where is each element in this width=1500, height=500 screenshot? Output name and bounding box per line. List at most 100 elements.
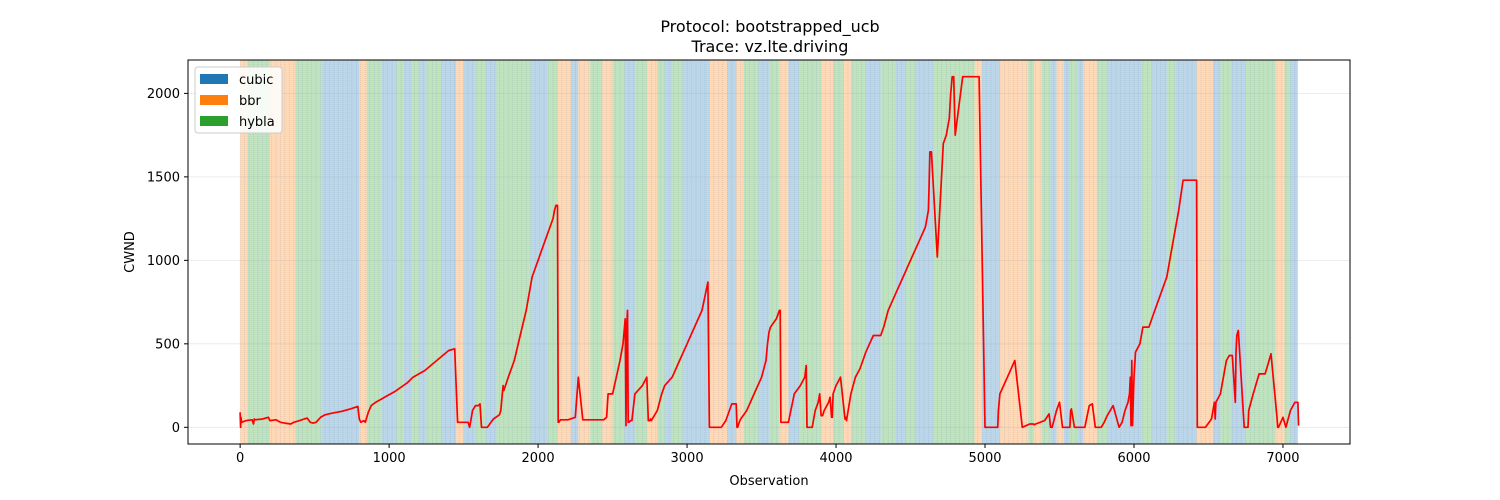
region-bbr [578, 60, 591, 444]
grid-lines [188, 92, 1350, 428]
x-tick-label: 2000 [522, 451, 555, 466]
region-bbr [709, 60, 728, 444]
y-tick-label: 0 [172, 421, 180, 436]
region-bbr [974, 60, 983, 444]
region-hybla [634, 60, 647, 444]
region-hybla [1220, 60, 1231, 444]
region-hybla [366, 60, 382, 444]
region-cubic [914, 60, 933, 444]
y-tick-label: 1500 [147, 170, 180, 185]
region-hybla [798, 60, 822, 444]
region-hybla [743, 60, 759, 444]
region-hybla [657, 60, 665, 444]
cwnd-series-line-0 [239, 75, 1300, 429]
region-hybla [612, 60, 625, 444]
plot-area-frame [187, 59, 1351, 445]
region-cubic [895, 60, 907, 444]
protocol-regions [239, 60, 1298, 444]
legend-label-hybla: hybla [239, 115, 275, 130]
region-bbr [1083, 60, 1097, 444]
x-tick-label: 4000 [819, 451, 852, 466]
region-hybla [411, 60, 419, 444]
region-bbr [557, 60, 571, 444]
legend-swatch-hybla [200, 116, 228, 126]
region-cubic [1107, 60, 1142, 444]
legend-swatch-bbr [200, 95, 228, 105]
region-cubic [381, 60, 397, 444]
region-cubic [1050, 60, 1057, 444]
region-hybla [1141, 60, 1152, 444]
region-hybla [833, 60, 844, 444]
region-bbr [1034, 60, 1042, 444]
region-cubic [1063, 60, 1070, 444]
y-tick-label: 500 [155, 337, 180, 352]
region-bbr [736, 60, 744, 444]
region-hybla [1245, 60, 1276, 444]
region-cubic [1077, 60, 1084, 444]
region-hybla [672, 60, 683, 444]
region-cubic [530, 60, 548, 444]
y-axis-label: CWND [123, 231, 138, 273]
chart-title: Protocol: bootstrapped_ucb [660, 17, 879, 37]
region-hybla [1028, 60, 1035, 444]
region-cubic [418, 60, 427, 444]
legend-label-cubic: cubic [239, 73, 273, 88]
x-tick-label: 5000 [968, 451, 1001, 466]
region-hybla [850, 60, 866, 444]
region-bbr [646, 60, 658, 444]
region-hybla [880, 60, 896, 444]
legend-swatch-cubic [200, 74, 228, 84]
region-hybla [1069, 60, 1078, 444]
region-cubic [570, 60, 579, 444]
region-hybla [769, 60, 780, 444]
y-tick-label: 1000 [147, 254, 180, 269]
x-tick-label: 1000 [373, 451, 406, 466]
region-cubic [441, 60, 457, 444]
chart-subtitle: Trace: vz.lte.driving [691, 37, 849, 56]
y-tick-label: 2000 [147, 87, 180, 102]
region-hybla [247, 60, 270, 444]
y-axis-ticks: 0 500 1000 1500 2000 [147, 87, 188, 436]
region-bbr [602, 60, 613, 444]
region-cubic [865, 60, 881, 444]
region-bbr [359, 60, 367, 444]
region-cubic [758, 60, 769, 444]
region-cubic [322, 60, 360, 444]
region-hybla [547, 60, 558, 444]
region-cubic [727, 60, 737, 444]
region-bbr [240, 60, 248, 444]
region-cubic [1290, 60, 1298, 444]
region-cubic [1175, 60, 1197, 444]
region-cubic [682, 60, 710, 444]
region-hybla [475, 60, 486, 444]
region-cubic [463, 60, 476, 444]
x-tick-label: 3000 [671, 451, 704, 466]
region-cubic [1151, 60, 1167, 444]
region-cubic [1230, 60, 1246, 444]
cwnd-line-series [239, 75, 1300, 429]
region-hybla [1041, 60, 1051, 444]
region-hybla [426, 60, 442, 444]
region-cubic [664, 60, 673, 444]
legend: cubic bbr hybla [194, 66, 283, 134]
region-hybla [1096, 60, 1108, 444]
region-hybla [590, 60, 603, 444]
x-tick-label: 7000 [1266, 451, 1299, 466]
region-hybla [943, 60, 975, 444]
legend-label-bbr: bbr [239, 94, 262, 109]
region-cubic [982, 60, 1000, 444]
region-hybla [396, 60, 405, 444]
x-tick-label: 0 [236, 451, 244, 466]
x-tick-label: 6000 [1117, 451, 1150, 466]
region-bbr [779, 60, 789, 444]
region-cubic [404, 60, 412, 444]
region-hybla [1284, 60, 1291, 444]
x-axis-label: Observation [729, 474, 808, 489]
region-cubic [788, 60, 799, 444]
region-bbr [843, 60, 851, 444]
region-bbr [1196, 60, 1213, 444]
region-bbr [456, 60, 464, 444]
region-hybla [496, 60, 531, 444]
region-bbr [821, 60, 834, 444]
